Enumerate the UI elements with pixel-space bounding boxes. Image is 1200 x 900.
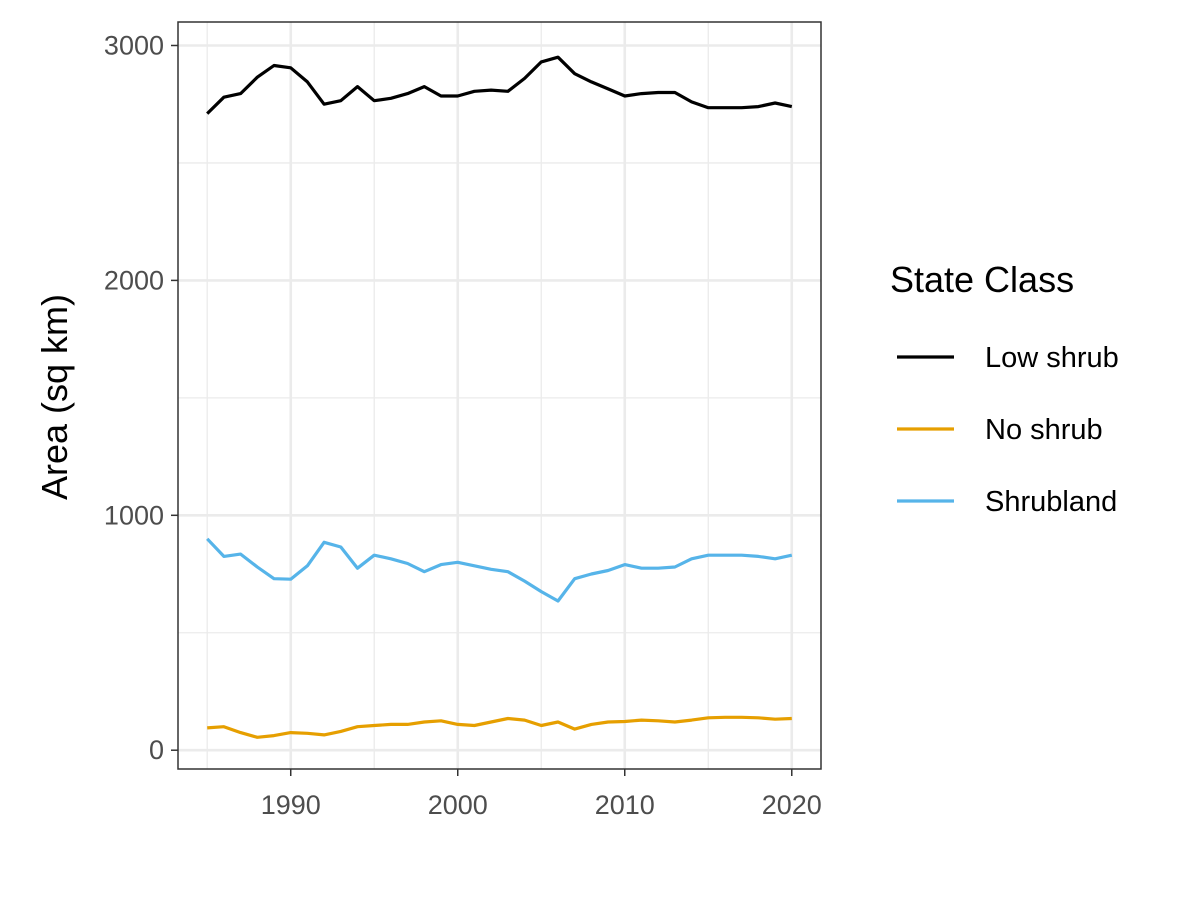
series-line-shrubland — [206, 537, 793, 603]
y-tick-label: 2000 — [104, 265, 164, 295]
y-tick-label: 0 — [149, 735, 164, 765]
legend-label: No shrub — [985, 414, 1103, 446]
series-line-low-shrub — [206, 55, 793, 115]
legend: Low shrub No shrub Shrubland — [897, 342, 1119, 518]
y-axis-title: Area (sq km) — [34, 294, 75, 500]
axis-ticks: 1990 2000 2010 2020 0 1000 2000 3000 — [104, 30, 822, 820]
y-tick-label: 3000 — [104, 30, 164, 60]
plot-panel-border — [177, 21, 822, 770]
minor-gridlines — [178, 22, 821, 769]
legend-label: Shrubland — [985, 486, 1117, 518]
x-tick-label: 2020 — [762, 790, 822, 820]
series-line-no-shrub — [207, 715, 792, 739]
series-lines — [206, 55, 793, 739]
legend-title: State Class — [890, 259, 1074, 300]
y-tick-label: 1000 — [104, 500, 164, 530]
x-tick-label: 2010 — [595, 790, 655, 820]
major-gridlines — [178, 22, 821, 769]
x-tick-label: 2000 — [428, 790, 488, 820]
x-tick-label: 1990 — [261, 790, 321, 820]
legend-label: Low shrub — [985, 342, 1119, 374]
